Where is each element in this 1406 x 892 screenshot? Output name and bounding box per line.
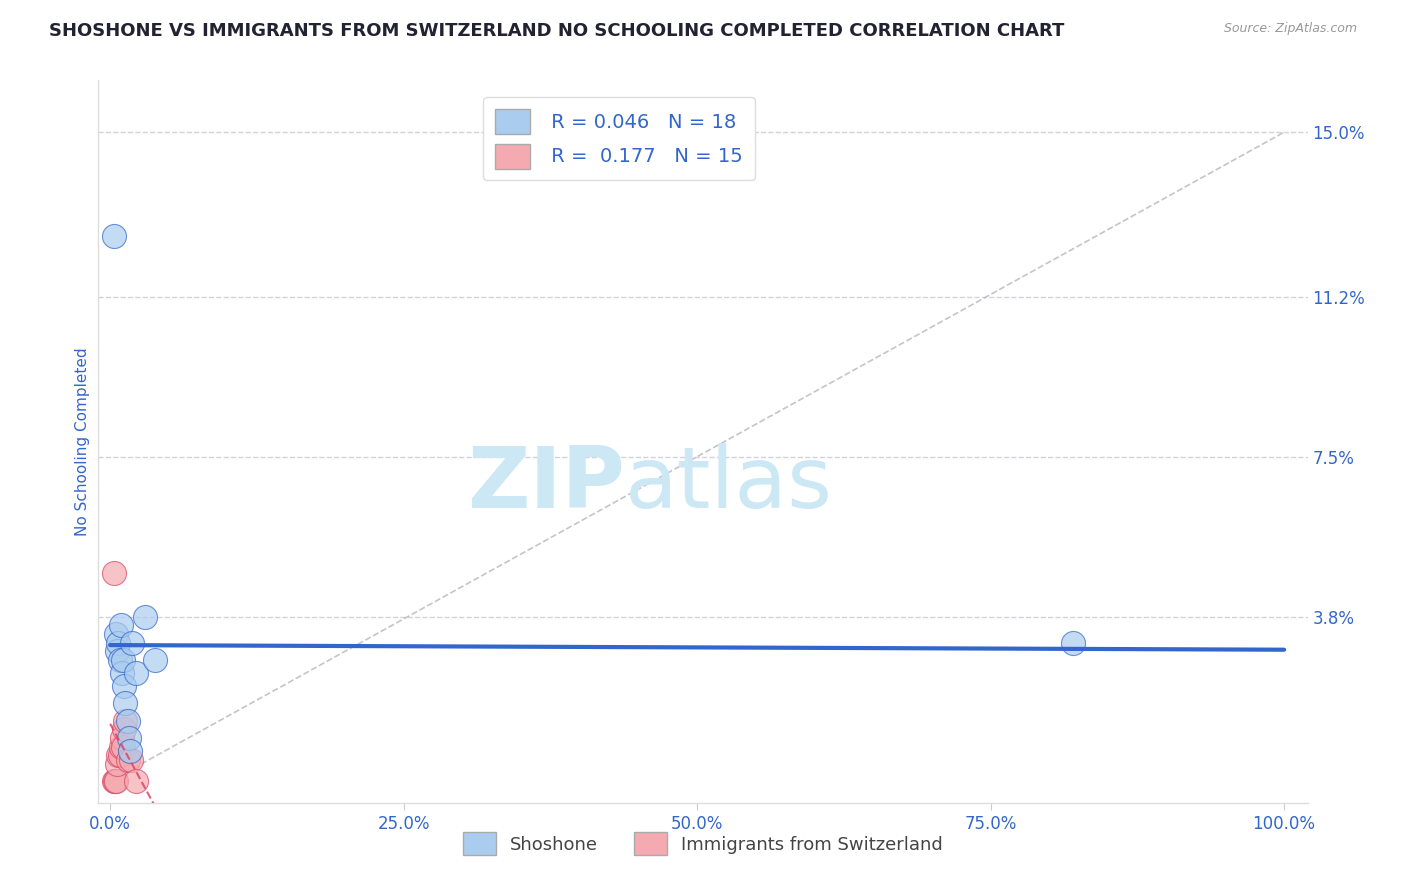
- Text: atlas: atlas: [624, 443, 832, 526]
- Y-axis label: No Schooling Completed: No Schooling Completed: [75, 347, 90, 536]
- Point: [143, 653, 166, 667]
- Text: Source: ZipAtlas.com: Source: ZipAtlas.com: [1223, 22, 1357, 36]
- Point: [105, 627, 128, 641]
- Text: ZIP: ZIP: [467, 443, 624, 526]
- Point: [114, 696, 136, 710]
- Point: [108, 748, 131, 763]
- Point: [105, 644, 128, 658]
- Point: [107, 636, 129, 650]
- Point: [107, 748, 129, 763]
- Text: SHOSHONE VS IMMIGRANTS FROM SWITZERLAND NO SCHOOLING COMPLETED CORRELATION CHART: SHOSHONE VS IMMIGRANTS FROM SWITZERLAND …: [49, 22, 1064, 40]
- Point: [108, 653, 131, 667]
- Point: [134, 609, 156, 624]
- Point: [117, 714, 139, 728]
- Point: [121, 636, 143, 650]
- Point: [125, 774, 148, 789]
- Point: [114, 714, 136, 728]
- Point: [1062, 636, 1084, 650]
- Point: [112, 679, 135, 693]
- Point: [104, 774, 127, 789]
- Point: [112, 739, 135, 754]
- Point: [125, 665, 148, 680]
- Point: [120, 752, 142, 766]
- Point: [112, 723, 135, 737]
- Point: [111, 665, 134, 680]
- Point: [112, 653, 135, 667]
- Point: [117, 752, 139, 766]
- Point: [111, 731, 134, 745]
- Point: [110, 618, 132, 632]
- Point: [103, 774, 125, 789]
- Point: [105, 756, 128, 771]
- Point: [118, 731, 141, 745]
- Point: [103, 566, 125, 581]
- Point: [105, 774, 128, 789]
- Point: [120, 744, 142, 758]
- Legend: Shoshone, Immigrants from Switzerland: Shoshone, Immigrants from Switzerland: [456, 825, 950, 863]
- Point: [110, 739, 132, 754]
- Point: [103, 229, 125, 244]
